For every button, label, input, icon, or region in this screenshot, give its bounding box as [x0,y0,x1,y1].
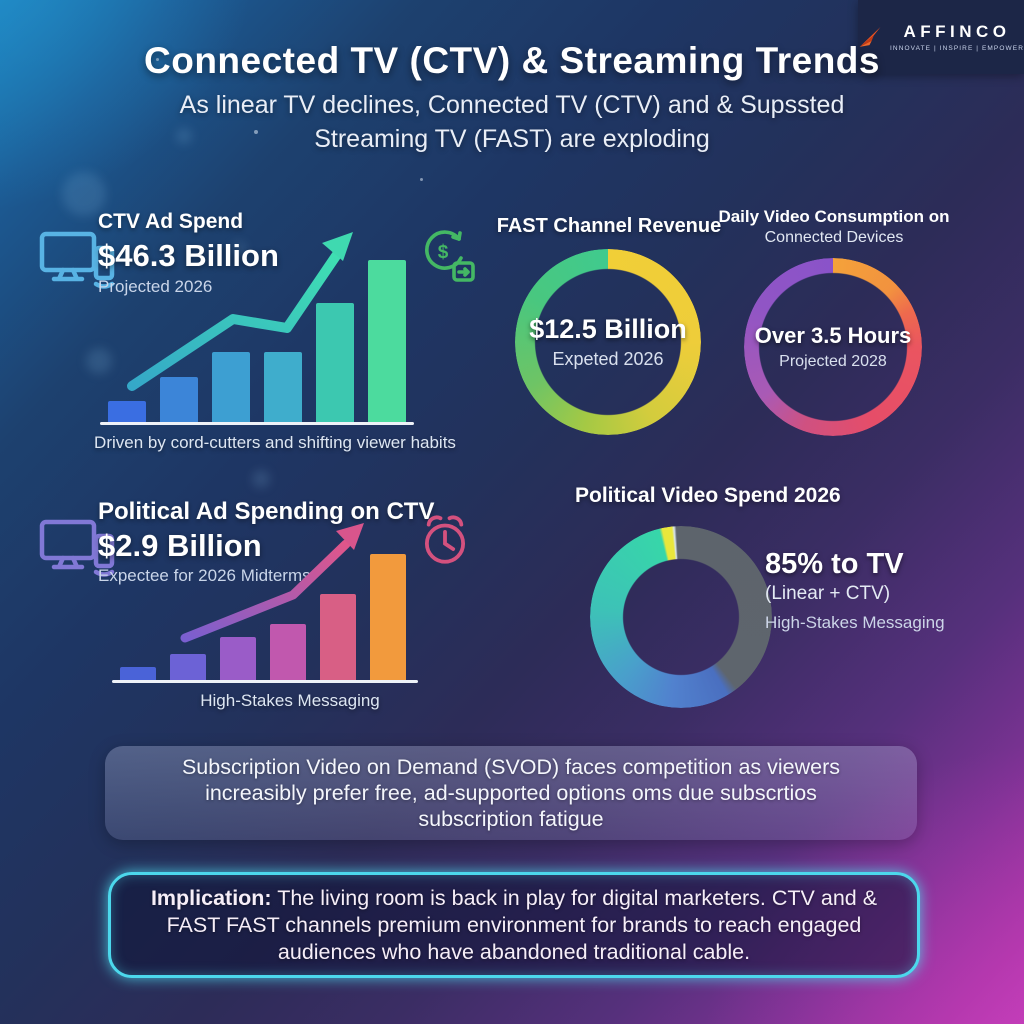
ctv-bar-chart [108,253,406,423]
sparkle-dot [156,58,159,61]
connected-tv-icon-political [39,519,115,577]
daily-title-line2: Connected Devices [764,229,904,246]
bar-segment [220,637,256,682]
sparkle-dot [254,130,258,134]
political-video-callout: 85% to TV (Linear + CTV) High-Stakes Mes… [765,548,995,633]
bar-segment [160,377,198,423]
bar-segment [316,303,354,423]
bar-segment [170,654,206,682]
subtitle-line1: As linear TV declines, Connected TV (CTV… [179,91,845,119]
political-video-value: 85% to TV [765,548,904,580]
daily-consumption-title: Daily Video Consumption on Connected Dev… [712,207,956,247]
implication-text: Implication: The living room is back in … [111,885,917,966]
paper-plane-icon [859,27,881,47]
political-trend-arrow [180,523,364,643]
bokeh-dot [252,470,270,488]
ctv-ad-spend-title: CTV Ad Spend [98,210,244,233]
ctv-ad-spend-value: $46.3 Billion [98,238,279,273]
bar-segment [212,352,250,423]
logo-affinco: AFFINCO INNOVATE | INSPIRE | EMPOWER [858,0,1024,74]
political-ad-value: $2.9 Billion [98,528,262,563]
alarm-clock-icon [424,515,466,564]
subtitle-line2: Streaming TV (FAST) are exploding [314,125,710,153]
ctv-trend-arrow [127,232,353,391]
political-video-caption: High-Stakes Messaging [765,613,945,632]
ctv-chart-axis [100,422,414,425]
bar-segment [320,594,356,682]
fast-revenue-ring [515,249,701,435]
connected-tv-icon [39,231,115,289]
bar-segment [120,667,156,682]
bar-segment [108,401,146,423]
daily-title-line1: Daily Video Consumption on [718,207,950,226]
political-video-note: (Linear + CTV) [765,583,891,604]
bar-segment [264,352,302,423]
bokeh-dot [232,242,246,256]
ctv-chart-caption: Driven by cord-cutters and shifting view… [94,433,456,452]
political-bar-chart [120,542,406,682]
fast-revenue-donut: $12.5 Billion Expeted 2026 [515,249,701,435]
fast-revenue-title: FAST Channel Revenue [496,215,722,237]
bar-segment [370,554,406,682]
svod-summary-box: Subscription Video on Demand (SVOD) face… [105,746,917,840]
svg-text:$: $ [438,242,449,263]
political-ad-title: Political Ad Spending on CTV [98,498,435,525]
logo-tagline: INNOVATE | INSPIRE | EMPOWER [890,45,1024,52]
implication-body: The living room is back in play for digi… [166,885,878,964]
implication-label: Implication: [150,885,272,910]
political-ad-note: Expectee for 2026 Midterms [98,566,311,585]
dollar-cycle-icon: $ [425,230,475,282]
bar-segment [368,260,406,423]
page-subtitle: As linear TV declines, Connected TV (CTV… [0,88,1024,156]
ctv-ad-spend-note: Projected 2026 [98,277,213,296]
political-video-donut [590,526,772,708]
implication-box: Implication: The living room is back in … [108,872,920,978]
bokeh-dot [62,172,106,216]
fast-revenue-value: $12.5 Billion [529,314,687,344]
daily-consumption-note: Projected 2028 [779,353,887,370]
daily-consumption-value: Over 3.5 Hours [754,323,912,348]
sparkle-dot [420,178,423,181]
logo-name: AFFINCO [903,22,1011,41]
page-title: Connected TV (CTV) & Streaming Trends [144,40,880,81]
daily-consumption-ring [744,258,922,436]
fast-revenue-note: Expeted 2026 [552,349,664,369]
political-chart-axis [112,680,418,683]
bokeh-dot [86,348,112,374]
daily-consumption-donut: Over 3.5 Hours Projected 2028 [744,258,922,436]
svod-summary-text: Subscription Video on Demand (SVOD) face… [181,755,841,831]
bar-segment [270,624,306,682]
political-chart-caption: High-Stakes Messaging [200,691,380,710]
bokeh-dot [176,128,192,144]
political-video-title: Political Video Spend 2026 [575,484,841,507]
political-video-ring [590,526,772,708]
